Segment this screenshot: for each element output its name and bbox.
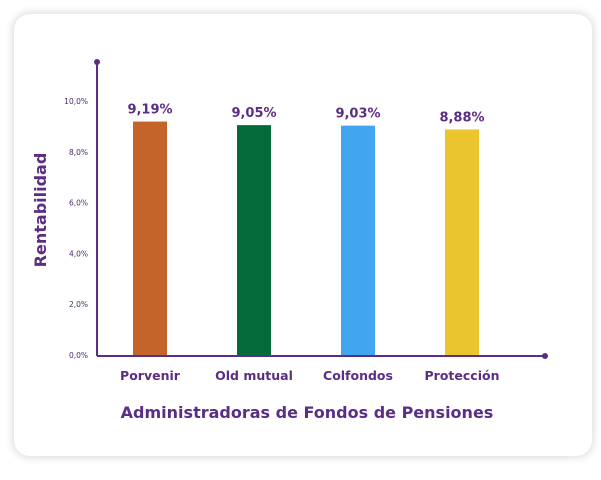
bar: [237, 125, 271, 355]
y-tick-label: 2,0%: [69, 300, 88, 309]
x-axis-end-dot: [542, 353, 548, 359]
bar-value-label: 8,88%: [439, 110, 484, 125]
y-tick-label: 6,0%: [69, 199, 88, 208]
bar-value-label: 9,03%: [335, 107, 380, 122]
category-label: Porvenir: [120, 368, 181, 383]
y-tick-label: 10,0%: [64, 97, 88, 106]
y-tick-label: 4,0%: [69, 249, 88, 258]
x-axis-title: Administradoras de Fondos de Pensiones: [121, 403, 494, 422]
chart-card: [14, 14, 592, 456]
bar-value-label: 9,05%: [231, 106, 276, 121]
bar: [341, 125, 375, 355]
category-label: Old mutual: [215, 368, 293, 383]
category-label: Protección: [425, 368, 500, 383]
bar-value-label: 9,19%: [127, 103, 172, 118]
y-tick-label: 0,0%: [69, 351, 88, 360]
bar: [445, 129, 479, 355]
category-labels: Porvenir Old mutual Colfondos Protección: [120, 368, 499, 383]
y-tick-labels: 0,0% 2,0% 4,0% 6,0% 8,0% 10,0%: [64, 97, 88, 360]
bars: [133, 121, 479, 355]
y-axis-end-dot: [94, 59, 100, 65]
data-labels: 9,19% 9,05% 9,03% 8,88%: [127, 103, 484, 126]
y-axis-title: Rentabilidad: [31, 153, 50, 268]
y-tick-label: 8,0%: [69, 148, 88, 157]
category-label: Colfondos: [323, 368, 393, 383]
bar: [133, 121, 167, 355]
